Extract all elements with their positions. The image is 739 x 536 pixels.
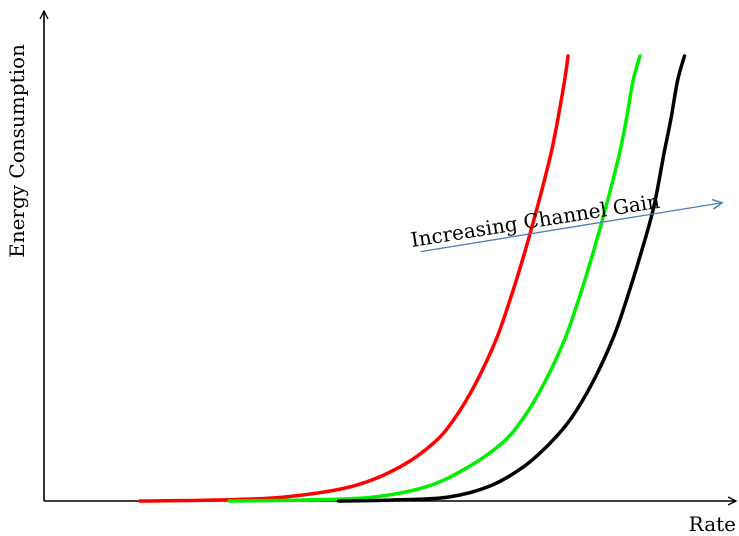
annotation-label: Increasing Channel Gain xyxy=(409,189,661,252)
series-line-2 xyxy=(227,54,642,503)
x-axis-label: Rate xyxy=(689,512,736,536)
y-axis-label: Energy Consumption xyxy=(5,44,29,258)
series-layer xyxy=(138,54,687,503)
series-line-1 xyxy=(138,54,570,503)
annotation-arrow xyxy=(420,203,722,253)
series-line-3 xyxy=(336,54,687,503)
